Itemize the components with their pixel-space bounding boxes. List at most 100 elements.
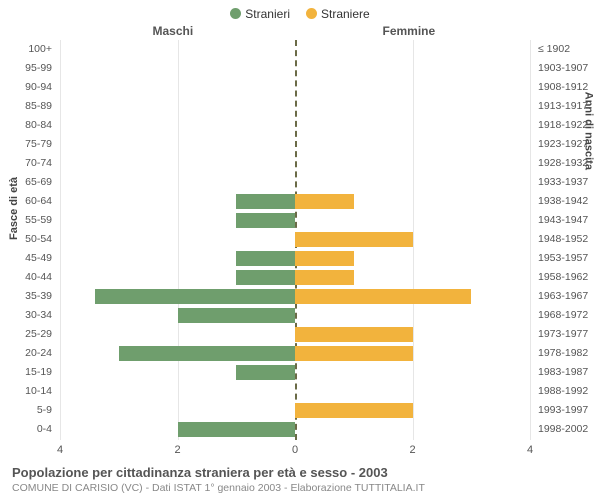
data-row [60, 268, 530, 287]
age-label: 90-94 [0, 78, 52, 97]
birth-year-label: 1988-1992 [538, 382, 600, 401]
data-row [60, 40, 530, 59]
x-tick-label: 2 [174, 444, 180, 456]
bar-female [295, 251, 354, 266]
left-header: Maschi [153, 24, 194, 38]
legend-item: Straniere [306, 6, 370, 21]
birth-year-label: 1938-1942 [538, 192, 600, 211]
birth-year-label: 1948-1952 [538, 230, 600, 249]
data-row [60, 116, 530, 135]
data-row [60, 192, 530, 211]
birth-year-label: 1998-2002 [538, 420, 600, 439]
right-header: Femmine [383, 24, 436, 38]
bar-male [178, 308, 296, 323]
data-row [60, 230, 530, 249]
chart-title: Popolazione per cittadinanza straniera p… [12, 465, 588, 480]
bar-female [295, 327, 413, 342]
birth-year-label: 1918-1922 [538, 116, 600, 135]
age-label: 15-19 [0, 363, 52, 382]
bar-female [295, 270, 354, 285]
bar-female [295, 289, 471, 304]
birth-year-label: 1933-1937 [538, 173, 600, 192]
age-label: 5-9 [0, 401, 52, 420]
age-label: 45-49 [0, 249, 52, 268]
age-label: 70-74 [0, 154, 52, 173]
data-row [60, 135, 530, 154]
age-label: 35-39 [0, 287, 52, 306]
birth-year-label: 1983-1987 [538, 363, 600, 382]
birth-year-label: 1953-1957 [538, 249, 600, 268]
x-tick-label: 4 [57, 444, 63, 456]
birth-year-label: 1928-1932 [538, 154, 600, 173]
chart-subtitle: COMUNE DI CARISIO (VC) - Dati ISTAT 1° g… [12, 482, 588, 494]
birth-year-label: ≤ 1902 [538, 40, 600, 59]
age-label: 30-34 [0, 306, 52, 325]
bar-male [236, 213, 295, 228]
data-row [60, 249, 530, 268]
birth-year-label: 1958-1962 [538, 268, 600, 287]
age-label: 20-24 [0, 344, 52, 363]
birth-year-label: 1978-1982 [538, 344, 600, 363]
legend-label: Straniere [321, 7, 370, 21]
data-row [60, 78, 530, 97]
age-label: 80-84 [0, 116, 52, 135]
age-label: 25-29 [0, 325, 52, 344]
birth-year-label: 1923-1927 [538, 135, 600, 154]
age-label: 0-4 [0, 420, 52, 439]
data-row [60, 420, 530, 439]
age-label: 10-14 [0, 382, 52, 401]
data-row [60, 97, 530, 116]
age-label: 65-69 [0, 173, 52, 192]
chart-footer: Popolazione per cittadinanza straniera p… [12, 465, 588, 494]
age-label: 40-44 [0, 268, 52, 287]
bar-female [295, 194, 354, 209]
age-label: 50-54 [0, 230, 52, 249]
bar-male [236, 194, 295, 209]
legend-swatch [230, 8, 241, 19]
bar-female [295, 232, 413, 247]
data-row [60, 173, 530, 192]
data-row [60, 401, 530, 420]
data-row [60, 154, 530, 173]
data-row [60, 363, 530, 382]
bar-female [295, 403, 413, 418]
age-label: 85-89 [0, 97, 52, 116]
gridline [530, 40, 531, 440]
bar-male [236, 270, 295, 285]
bar-female [295, 346, 413, 361]
age-label: 55-59 [0, 211, 52, 230]
age-label: 95-99 [0, 59, 52, 78]
x-tick-label: 4 [527, 444, 533, 456]
bar-male [119, 346, 295, 361]
birth-year-label: 1913-1917 [538, 97, 600, 116]
data-row [60, 59, 530, 78]
data-row [60, 211, 530, 230]
bar-male [236, 251, 295, 266]
birth-year-label: 1908-1912 [538, 78, 600, 97]
plot-area: 100+≤ 190295-991903-190790-941908-191285… [60, 40, 530, 440]
legend-label: Stranieri [245, 7, 290, 21]
age-label: 75-79 [0, 135, 52, 154]
bar-male [95, 289, 295, 304]
birth-year-label: 1943-1947 [538, 211, 600, 230]
legend-swatch [306, 8, 317, 19]
bar-male [236, 365, 295, 380]
legend: Stranieri Straniere [0, 6, 600, 21]
data-row [60, 306, 530, 325]
data-row [60, 344, 530, 363]
x-tick-label: 2 [409, 444, 415, 456]
age-label: 100+ [0, 40, 52, 59]
x-tick-label: 0 [292, 444, 298, 456]
birth-year-label: 1903-1907 [538, 59, 600, 78]
age-label: 60-64 [0, 192, 52, 211]
birth-year-label: 1968-1972 [538, 306, 600, 325]
data-row [60, 325, 530, 344]
legend-item: Stranieri [230, 6, 290, 21]
population-pyramid-chart: StranieriStraniere Maschi Femmine Fasce … [0, 0, 600, 500]
data-row [60, 287, 530, 306]
birth-year-label: 1973-1977 [538, 325, 600, 344]
birth-year-label: 1993-1997 [538, 401, 600, 420]
bar-male [178, 422, 296, 437]
data-row [60, 382, 530, 401]
birth-year-label: 1963-1967 [538, 287, 600, 306]
